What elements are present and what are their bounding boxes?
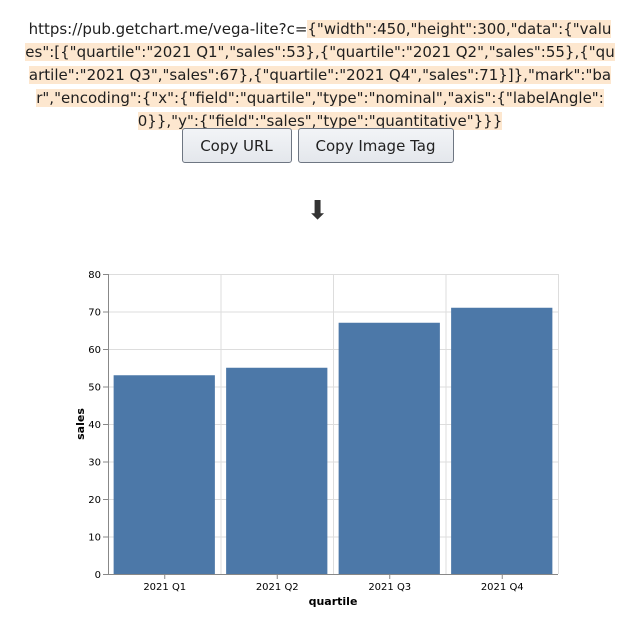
bars — [113, 307, 553, 574]
axes: 0 10 20 30 40 50 60 70 80 2021 Q1 2021 Q2 2021 Q3 20… — [88, 270, 558, 593]
y-tick-label: 40 — [88, 420, 101, 431]
x-tick-label: 2021 Q1 — [143, 582, 186, 593]
copy-url-button[interactable]: Copy URL — [181, 128, 292, 163]
y-tick-label: 60 — [88, 345, 101, 356]
bar — [226, 367, 328, 574]
y-tick-label: 10 — [88, 533, 101, 544]
arrow-down-icon: ⬇ — [306, 196, 329, 226]
y-axis-title: sales — [74, 408, 87, 440]
x-axis-title: quartile — [309, 595, 358, 608]
button-row: Copy URL Copy Image Tag — [0, 128, 635, 163]
bar — [338, 322, 440, 574]
chart-url: https://pub.getchart.me/vega-lite?c={"wi… — [25, 18, 615, 133]
bar — [113, 375, 215, 574]
x-tick-label: 2021 Q2 — [256, 582, 299, 593]
y-tick-label: 0 — [95, 570, 101, 581]
y-tick-label: 80 — [88, 270, 101, 281]
y-tick-label: 30 — [88, 458, 101, 469]
x-tick-label: 2021 Q4 — [481, 582, 524, 593]
copy-image-tag-button[interactable]: Copy Image Tag — [297, 128, 454, 163]
y-tick-label: 20 — [88, 495, 101, 506]
x-tick-label: 2021 Q3 — [368, 582, 411, 593]
bar — [451, 307, 553, 574]
url-prefix: https://pub.getchart.me/vega-lite?c= — [28, 20, 308, 38]
y-tick-label: 50 — [88, 383, 101, 394]
y-tick-label: 70 — [88, 308, 101, 319]
